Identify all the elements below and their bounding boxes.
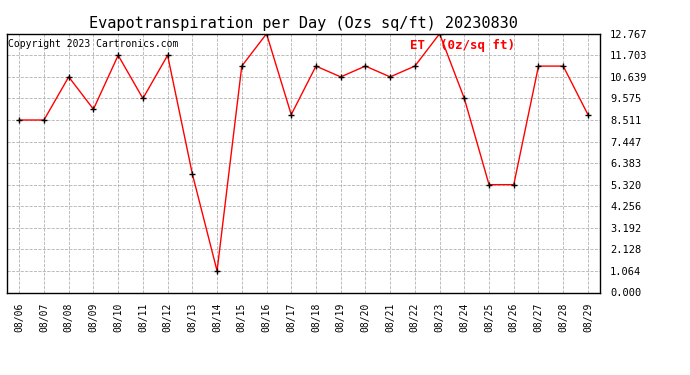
Text: Copyright 2023 Cartronics.com: Copyright 2023 Cartronics.com (8, 39, 179, 49)
Text: ET  (0z/sq ft): ET (0z/sq ft) (411, 39, 515, 52)
Title: Evapotranspiration per Day (Ozs sq/ft) 20230830: Evapotranspiration per Day (Ozs sq/ft) 2… (89, 16, 518, 31)
